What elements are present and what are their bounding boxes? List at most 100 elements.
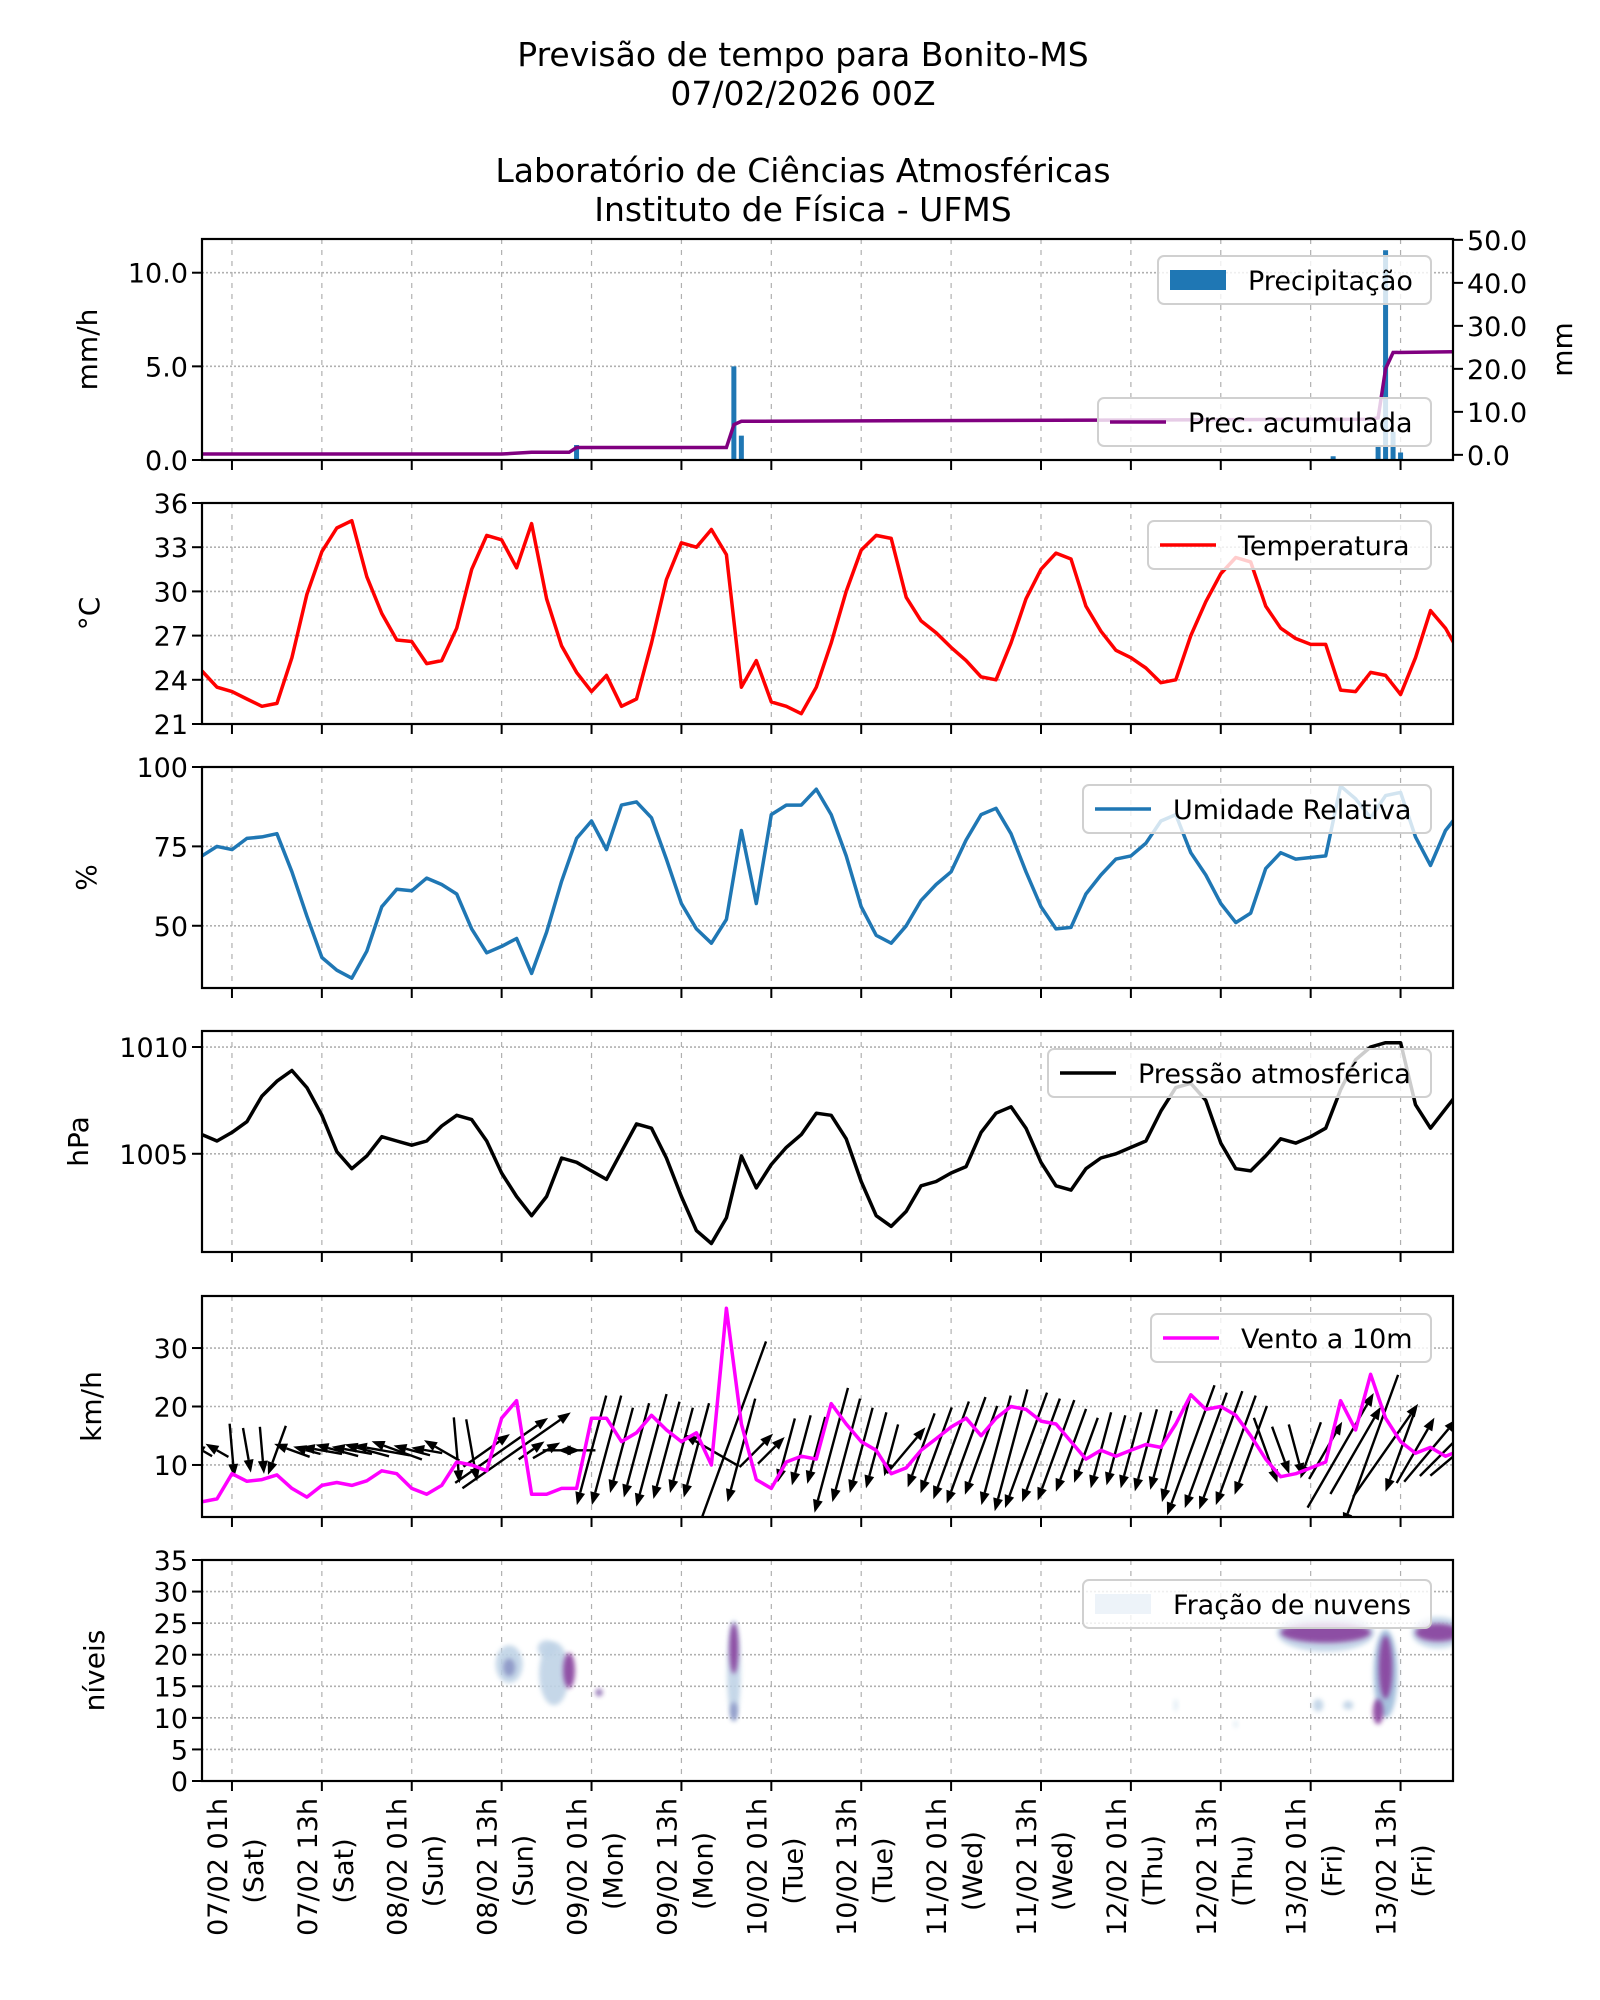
wind-arrow-head [274, 1443, 289, 1454]
wind-arrow-shaft [1170, 1384, 1216, 1504]
wind-arrow [257, 1426, 268, 1474]
legend: Umidade Relativa [1082, 784, 1432, 834]
wind-arrow [1329, 1406, 1381, 1495]
wind-arrow [331, 1444, 373, 1456]
plot-area [202, 1306, 1471, 1517]
x-tick-date: 10/02 13h [832, 1798, 863, 1936]
wind-arrow-shaft [1108, 1415, 1127, 1474]
wind-arrow [1004, 1392, 1049, 1509]
x-tick-date: 08/02 01h [383, 1798, 414, 1936]
wind-arrow [1429, 1455, 1453, 1477]
legend-label: Prec. acumulada [1188, 408, 1413, 439]
x-tick-label: 07/02 13h (Sat) [293, 1798, 360, 1936]
wind-arrow-head [651, 1485, 662, 1500]
cloud-fraction-region [563, 1652, 576, 1689]
wind-arrow-shaft [1352, 1413, 1412, 1498]
legend-label: Vento a 10m [1241, 1324, 1413, 1355]
x-tick-date: 12/02 01h [1102, 1798, 1133, 1936]
wind-arrow-shaft [1429, 1455, 1453, 1477]
wind-arrow [1395, 1417, 1435, 1484]
legend-swatch [1095, 1594, 1151, 1614]
wind-arrow [757, 1436, 785, 1465]
wind-arrow-shaft [638, 1393, 668, 1495]
wind-arrow-head [1105, 1471, 1115, 1486]
wind-arrow [907, 1412, 936, 1488]
wind-arrow-head [1280, 1460, 1290, 1475]
wind-arrow-shaft [794, 1415, 812, 1474]
y-tick-label: 0.0 [145, 446, 188, 477]
wind-arrow-shaft [1346, 1374, 1400, 1515]
wind-arrow [274, 1443, 311, 1458]
wind-arrow-head [1215, 1491, 1225, 1506]
wind-arrow-shaft [886, 1424, 900, 1464]
wind-arrow [738, 1433, 774, 1468]
wind-arrow-shaft [1077, 1417, 1099, 1472]
axes-frame [200, 501, 1455, 726]
wind-arrow-head [608, 1479, 619, 1493]
y-tick-label: 25 [154, 1609, 188, 1640]
wind-arrow-head [1119, 1474, 1129, 1489]
precip-bar [1375, 446, 1381, 460]
cloud-fraction-region [1372, 1698, 1384, 1725]
y-tick-label: 75 [154, 832, 188, 863]
wind-arrow [1352, 1403, 1419, 1498]
wind-arrow-head [1234, 1480, 1244, 1495]
wind-arrow [301, 1444, 343, 1456]
wind-arrow [1308, 1421, 1343, 1480]
wind-arrow [465, 1419, 480, 1482]
legend-swatch [1170, 270, 1226, 290]
wind-arrow-head [205, 1443, 220, 1455]
wind-arrow-shaft [950, 1396, 987, 1492]
cloud-fraction-region [730, 1702, 738, 1722]
wind-arrow [1270, 1426, 1290, 1475]
wind-arrow [353, 1442, 410, 1457]
wind-arrow-head [1055, 1477, 1066, 1492]
wind-arrow-shaft [228, 1423, 235, 1465]
wind-arrow [228, 1423, 239, 1478]
wind-arrow [452, 1417, 464, 1484]
precip-bar [738, 435, 744, 460]
axes-frame [200, 765, 1455, 990]
wind-arrow [886, 1427, 926, 1475]
wind-arrow-shaft [1237, 1405, 1269, 1483]
wind-arrow-shaft [216, 1449, 230, 1459]
x-tick-weekday: (Sun) [419, 1835, 450, 1907]
y-axis-label: % [70, 864, 103, 891]
legend-box [1082, 1579, 1432, 1629]
cloud-fraction-region [537, 1640, 556, 1657]
wind-arrow-head [530, 1441, 545, 1453]
wind-arrow [1184, 1392, 1228, 1509]
accumulated-precip-line [202, 349, 1453, 456]
wind-arrow [1055, 1408, 1088, 1492]
legend-box [1147, 520, 1432, 570]
wind-arrow-head [243, 1459, 254, 1473]
wind-arrow-head [1458, 1425, 1471, 1438]
wind-arrow [1252, 1417, 1278, 1483]
legend: Temperatura [1147, 520, 1432, 570]
legend-box [1047, 1048, 1432, 1098]
wind-arrow-head [946, 1489, 956, 1504]
y-axis-label: km/h [75, 1371, 108, 1442]
wind-arrow-head [830, 1488, 841, 1503]
forecast-run-date: 07/02/2026 00Z [670, 74, 935, 113]
y2-tick-label: 20.0 [1467, 355, 1527, 386]
wind-arrow-shaft [910, 1412, 936, 1476]
y2-tick-label: 30.0 [1467, 312, 1527, 343]
wind-arrow [682, 1402, 711, 1498]
x-tick-date: 12/02 13h [1192, 1798, 1223, 1936]
cloud-fraction-region [1378, 1635, 1393, 1699]
x-tick-date: 10/02 01h [742, 1798, 773, 1936]
cloud-fraction-region [1312, 1698, 1324, 1712]
x-tick-label: 11/02 01h (Wed) [922, 1798, 989, 1936]
cloud-fraction-region [1342, 1700, 1354, 1710]
wind-arrow-shaft [685, 1402, 711, 1486]
wind-arrow [1198, 1390, 1244, 1510]
wind-arrow-head [267, 1460, 278, 1475]
wind-arrow [1342, 1374, 1400, 1517]
wind-arrow [1166, 1384, 1216, 1516]
precip-bar [1383, 250, 1389, 460]
wind-arrow-head [228, 1463, 239, 1478]
wind-arrow-shaft [700, 1341, 768, 1517]
wind-arrow-shaft [285, 1447, 311, 1458]
wind-arrow-shaft [314, 1447, 343, 1456]
